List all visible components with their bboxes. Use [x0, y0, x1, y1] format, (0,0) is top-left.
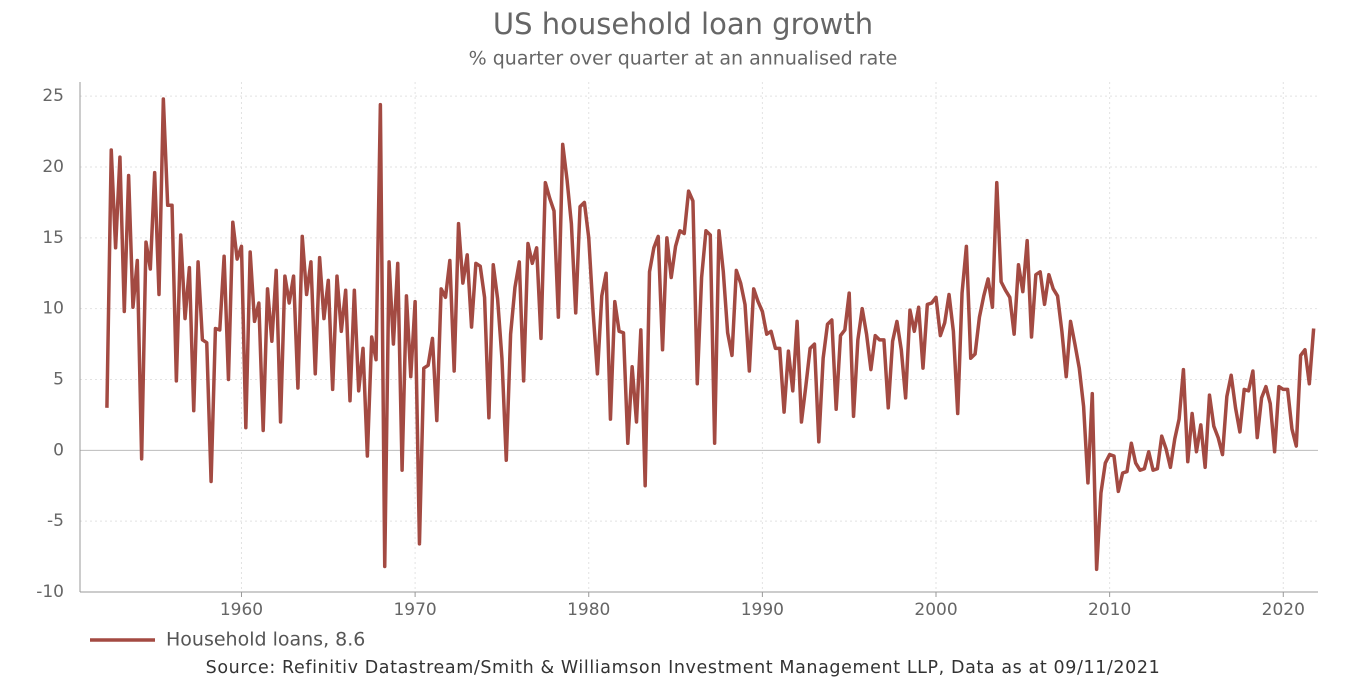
chart-title: US household loan growth	[493, 7, 873, 41]
y-tick-label: -10	[36, 582, 64, 602]
y-tick-label: 5	[53, 370, 64, 390]
x-tick-label: 2000	[914, 600, 957, 620]
y-tick-label: 10	[42, 299, 64, 319]
y-tick-label: 0	[53, 440, 64, 460]
y-tick-label: 25	[42, 86, 64, 106]
x-tick-label: 1960	[220, 600, 263, 620]
chart-subtitle: % quarter over quarter at an annualised …	[469, 48, 898, 70]
x-tick-label: 1980	[567, 600, 610, 620]
y-tick-label: 15	[42, 228, 64, 248]
legend-label: Household loans, 8.6	[166, 629, 365, 651]
x-tick-label: 2020	[1262, 600, 1305, 620]
y-tick-label: 20	[42, 157, 64, 177]
source-note: Source: Refinitiv Datastream/Smith & Wil…	[206, 658, 1161, 678]
x-tick-label: 1970	[393, 600, 436, 620]
y-tick-label: -5	[47, 511, 64, 531]
data-line	[105, 97, 1316, 572]
x-tick-label: 2010	[1088, 600, 1131, 620]
x-tick-label: 1990	[741, 600, 784, 620]
